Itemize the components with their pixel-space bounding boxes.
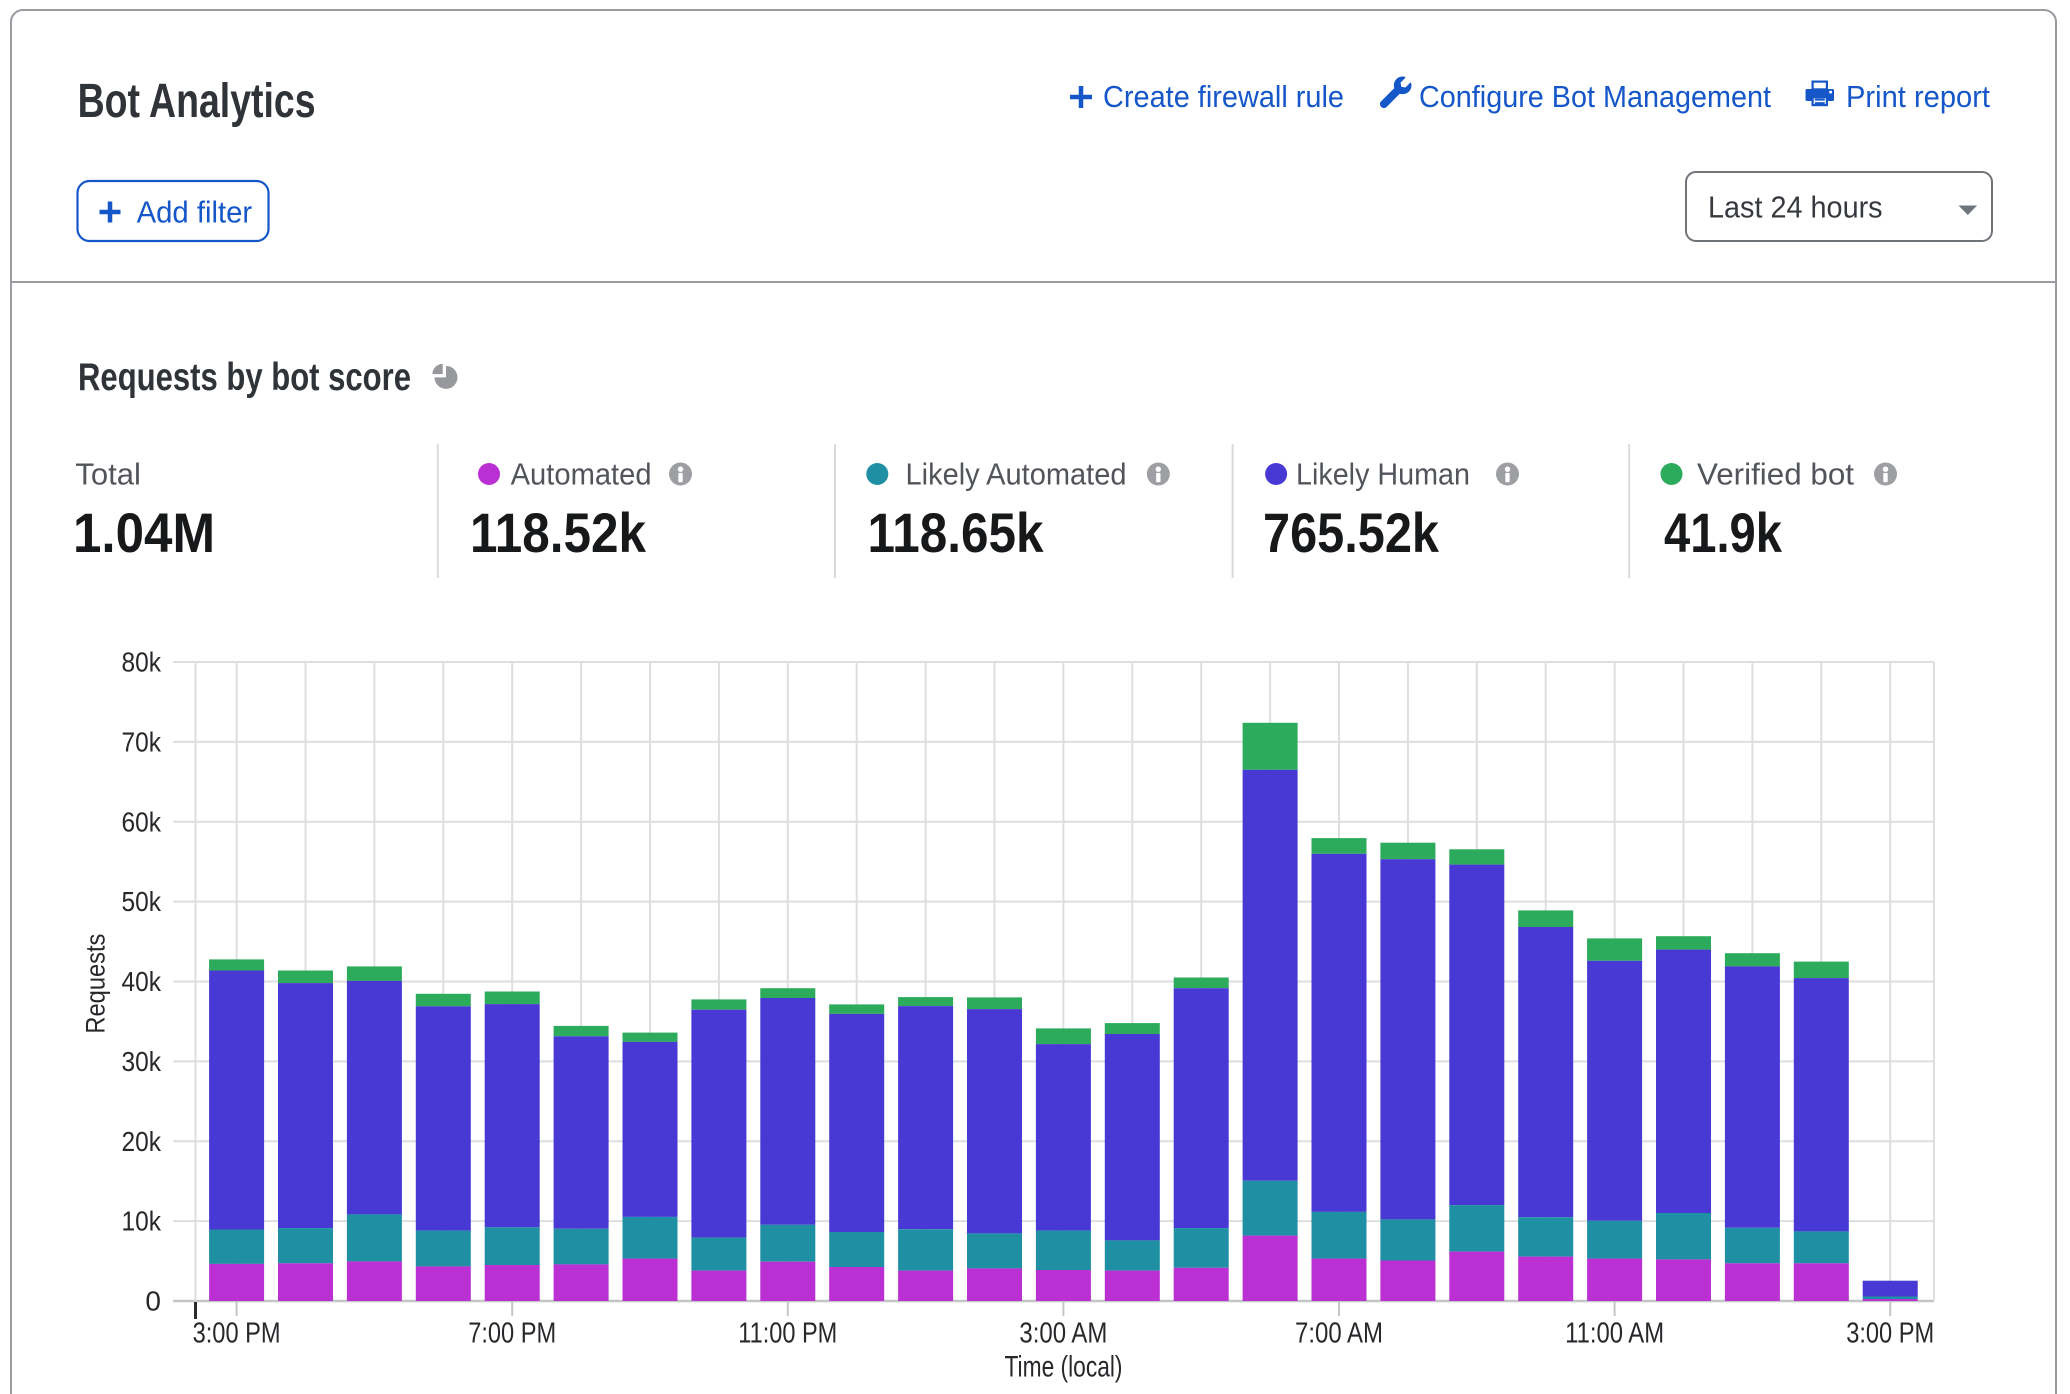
svg-text:10k: 10k: [122, 1206, 162, 1237]
svg-text:20k: 20k: [122, 1126, 162, 1157]
svg-text:Likely Automated: Likely Automated: [906, 456, 1127, 491]
svg-text:Total: Total: [75, 456, 140, 491]
svg-text:765.52k: 765.52k: [1263, 501, 1440, 564]
svg-text:Add filter: Add filter: [137, 195, 253, 230]
svg-text:11:00 PM: 11:00 PM: [738, 1317, 837, 1349]
svg-text:30k: 30k: [122, 1046, 162, 1077]
svg-text:Verified bot: Verified bot: [1697, 456, 1854, 491]
svg-text:80k: 80k: [122, 647, 162, 678]
svg-text:Requests: Requests: [81, 934, 111, 1034]
svg-text:3:00 PM: 3:00 PM: [193, 1317, 281, 1349]
svg-text:40k: 40k: [122, 966, 162, 997]
svg-text:Create firewall rule: Create firewall rule: [1103, 79, 1344, 114]
svg-text:3:00 AM: 3:00 AM: [1019, 1317, 1107, 1349]
svg-text:7:00 PM: 7:00 PM: [468, 1317, 556, 1349]
svg-text:60k: 60k: [122, 806, 162, 837]
svg-text:118.65k: 118.65k: [868, 501, 1045, 564]
svg-text:Likely Human: Likely Human: [1296, 456, 1470, 491]
svg-text:118.52k: 118.52k: [470, 501, 647, 564]
svg-text:3:00 PM: 3:00 PM: [1846, 1317, 1934, 1349]
svg-text:Automated: Automated: [511, 456, 652, 491]
svg-text:0: 0: [145, 1286, 161, 1317]
svg-text:50k: 50k: [122, 886, 162, 917]
svg-text:1.04M: 1.04M: [73, 501, 215, 564]
svg-text:41.9k: 41.9k: [1664, 501, 1783, 564]
svg-text:11:00 AM: 11:00 AM: [1565, 1317, 1664, 1349]
svg-text:Requests by bot score: Requests by bot score: [78, 356, 411, 399]
svg-text:7:00 AM: 7:00 AM: [1295, 1317, 1383, 1349]
svg-text:Configure Bot Management: Configure Bot Management: [1419, 79, 1771, 114]
svg-text:Print report: Print report: [1846, 79, 1990, 114]
svg-text:Time (local): Time (local): [1005, 1350, 1123, 1383]
svg-text:70k: 70k: [122, 726, 162, 757]
svg-text:Bot Analytics: Bot Analytics: [78, 75, 316, 128]
svg-text:Last 24 hours: Last 24 hours: [1708, 190, 1883, 225]
